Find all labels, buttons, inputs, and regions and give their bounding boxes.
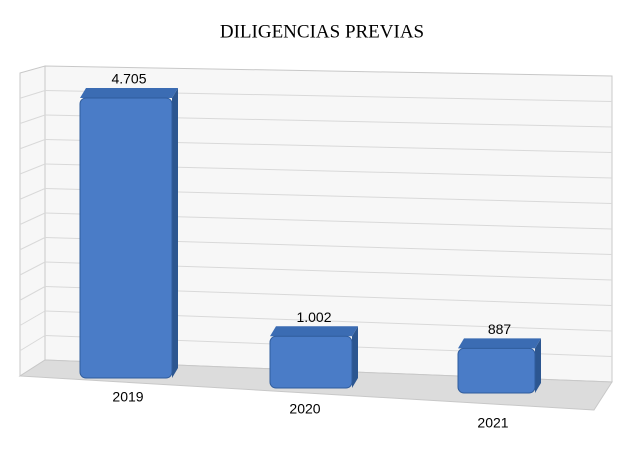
- wall-grid: [19, 335, 46, 352]
- chart-title: DILIGENCIAS PREVIAS: [220, 21, 424, 42]
- wall-grid: [19, 90, 46, 99]
- bar: [457, 347, 536, 394]
- x-tick-label: 2019: [112, 389, 143, 405]
- x-tick-label: 2020: [289, 401, 320, 417]
- wall-grid: [19, 237, 46, 251]
- bar-top: [80, 88, 178, 99]
- wall-grid: [19, 310, 46, 326]
- bar-top: [458, 338, 541, 349]
- data-label: 887: [488, 321, 512, 337]
- bar: [79, 97, 173, 379]
- wall-grid: [19, 212, 46, 225]
- bar-top: [270, 326, 358, 337]
- wall-grid: [19, 261, 46, 276]
- wall-grid: [19, 114, 46, 124]
- x-tick-label: 2021: [477, 415, 508, 431]
- side-wall: [19, 65, 46, 377]
- bar-side: [535, 338, 541, 393]
- wall-grid: [19, 163, 46, 175]
- bar-side: [352, 326, 358, 388]
- data-label: 1.002: [296, 309, 331, 325]
- bar-side: [172, 88, 178, 378]
- bar: [269, 335, 353, 389]
- wall-grid: [19, 286, 46, 301]
- wall-grid: [19, 188, 46, 200]
- data-label: 4.705: [111, 71, 146, 87]
- wall-grid: [19, 139, 46, 150]
